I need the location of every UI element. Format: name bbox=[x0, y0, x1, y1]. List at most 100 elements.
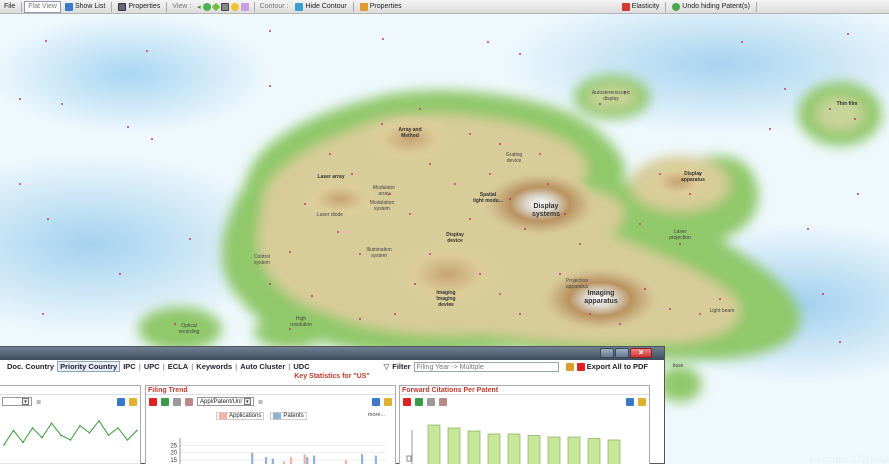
cluster-label[interactable]: base bbox=[672, 363, 684, 369]
arrow-left-icon[interactable]: ◂ bbox=[197, 3, 201, 11]
cluster-label[interactable]: Light beam bbox=[709, 308, 735, 314]
filter-input[interactable]: Filing Year -> Multiple bbox=[413, 361, 559, 372]
settings-icon[interactable]: ≣ bbox=[36, 398, 42, 406]
legend-patents[interactable]: Patents bbox=[270, 412, 307, 420]
tab-bar: Doc. Country Priority Country IPC | UPC … bbox=[0, 360, 664, 373]
more-link[interactable]: more... bbox=[367, 412, 385, 418]
appl-patent-select[interactable]: Appl/Patent/Unl ▾ bbox=[197, 397, 254, 406]
chart-icon[interactable] bbox=[117, 397, 125, 406]
palette-icon[interactable] bbox=[240, 2, 249, 11]
cluster-label[interactable]: Modulation system bbox=[369, 200, 395, 212]
cluster-label[interactable]: High resolution bbox=[290, 316, 312, 328]
tab-ecla[interactable]: ECLA bbox=[167, 362, 189, 371]
marker-icon[interactable] bbox=[211, 2, 220, 11]
cluster-label[interactable]: Display device bbox=[446, 232, 464, 244]
zoom-icon[interactable] bbox=[173, 397, 181, 406]
cluster-label[interactable]: Laser array bbox=[317, 174, 345, 180]
window-titlebar[interactable]: × bbox=[0, 347, 664, 360]
undo-hiding-button[interactable]: Undo hiding Patent(s) bbox=[668, 1, 754, 13]
elasticity-label: Elasticity bbox=[631, 3, 660, 10]
contour-icon bbox=[295, 2, 304, 11]
tool-icon[interactable] bbox=[439, 397, 447, 406]
patent-dots[interactable] bbox=[19, 30, 859, 343]
filter-label: Filter bbox=[392, 362, 411, 371]
tab-divider: | bbox=[288, 362, 291, 371]
grid-icon[interactable] bbox=[220, 2, 229, 11]
maximize-button[interactable] bbox=[615, 348, 629, 358]
select-value: Appl/Patent/Unl bbox=[200, 398, 242, 405]
edit-filter-icon[interactable] bbox=[565, 362, 574, 371]
filing-bar bbox=[374, 455, 377, 464]
legend-applications[interactable]: Applications bbox=[216, 412, 265, 420]
cluster-label[interactable]: Array and Method bbox=[398, 127, 422, 139]
show-list-button[interactable]: Show List bbox=[61, 1, 109, 13]
tab-keywords[interactable]: Keywords bbox=[196, 362, 233, 371]
cluster-label[interactable]: Illumination system bbox=[366, 247, 392, 259]
filing-bar bbox=[251, 452, 254, 464]
tab-priority-country[interactable]: Priority Country bbox=[57, 361, 121, 372]
panel-select[interactable]: ▾ bbox=[2, 397, 32, 406]
tab-ipc[interactable]: IPC bbox=[123, 362, 136, 371]
line-point bbox=[107, 434, 110, 436]
cluster-label[interactable]: Autostereoscopic display bbox=[591, 90, 631, 102]
toolbar-divider bbox=[21, 1, 23, 12]
cluster-label[interactable]: Control system bbox=[253, 254, 271, 266]
patent-landscape-map[interactable]: Autostereoscopic display Thin film Array … bbox=[0, 14, 889, 464]
cluster-label[interactable]: Thin film bbox=[836, 101, 858, 107]
export-pdf-button[interactable]: Export All to PDF bbox=[576, 362, 648, 371]
hide-contour-button[interactable]: Hide Contour bbox=[291, 1, 350, 13]
citation-bar bbox=[547, 436, 561, 464]
bulb-icon[interactable] bbox=[230, 2, 239, 11]
cluster-label[interactable]: Optical recording bbox=[178, 323, 200, 335]
excel-icon[interactable] bbox=[415, 397, 423, 406]
cluster-label[interactable]: Display apparatus bbox=[681, 171, 705, 183]
excel-icon[interactable] bbox=[161, 397, 169, 406]
line-point bbox=[69, 439, 72, 441]
cluster-label[interactable]: Display systems bbox=[531, 203, 561, 218]
filing-bar bbox=[306, 457, 309, 464]
cluster-label[interactable]: Grating device bbox=[505, 152, 523, 164]
cluster-label[interactable]: Laser projection bbox=[669, 229, 691, 241]
cluster-label[interactable]: Imaging apparatus bbox=[584, 290, 618, 305]
citation-bar bbox=[527, 435, 541, 464]
tab-upc[interactable]: UPC bbox=[143, 362, 160, 371]
tab-auto-cluster[interactable]: Auto Cluster bbox=[240, 362, 286, 371]
elasticity-button[interactable]: Elasticity bbox=[618, 1, 664, 13]
minimize-button[interactable] bbox=[600, 348, 614, 358]
filing-bar bbox=[344, 460, 347, 464]
edit-icon[interactable] bbox=[384, 397, 392, 406]
contour-label: Contour : bbox=[259, 3, 289, 10]
cluster-label[interactable]: Spatial light modu... bbox=[473, 192, 503, 204]
citation-bar bbox=[607, 439, 621, 464]
pdf-icon[interactable] bbox=[403, 397, 411, 406]
contour-properties-button[interactable]: Properties bbox=[356, 1, 406, 13]
cluster-label[interactable]: Imaging Imaging device bbox=[436, 290, 456, 308]
filing-bar bbox=[264, 457, 268, 464]
line-chart bbox=[0, 419, 140, 464]
edit-icon[interactable] bbox=[638, 397, 646, 406]
tool-icon[interactable] bbox=[185, 397, 193, 406]
properties-button[interactable]: Properties bbox=[114, 1, 164, 13]
tab-divider: | bbox=[235, 362, 238, 371]
chart-icon[interactable] bbox=[372, 397, 380, 406]
settings-icon[interactable]: ≣ bbox=[257, 398, 264, 406]
cluster-label[interactable]: Projection apparatus bbox=[565, 278, 589, 290]
edit-icon[interactable] bbox=[129, 397, 137, 406]
flat-view-button[interactable]: Flat View bbox=[24, 0, 61, 13]
tab-doc-country[interactable]: Doc. Country bbox=[7, 362, 55, 371]
cluster-label[interactable]: Modulator array bbox=[372, 185, 396, 197]
panel-tool-icons bbox=[117, 397, 137, 406]
file-menu[interactable]: File bbox=[0, 1, 19, 13]
series-line bbox=[3, 419, 138, 446]
flat-view-label: Flat View bbox=[28, 3, 57, 10]
close-button[interactable]: × bbox=[630, 348, 652, 358]
tab-divider: | bbox=[138, 362, 141, 371]
filing-bar bbox=[271, 458, 274, 464]
zoom-icon[interactable] bbox=[202, 2, 211, 11]
pdf-icon[interactable] bbox=[149, 397, 157, 406]
cluster-label[interactable]: Laser diode bbox=[316, 212, 344, 218]
chart-icon[interactable] bbox=[626, 397, 634, 406]
tab-udc[interactable]: UDC bbox=[293, 362, 310, 371]
zoom-icon[interactable] bbox=[427, 397, 435, 406]
